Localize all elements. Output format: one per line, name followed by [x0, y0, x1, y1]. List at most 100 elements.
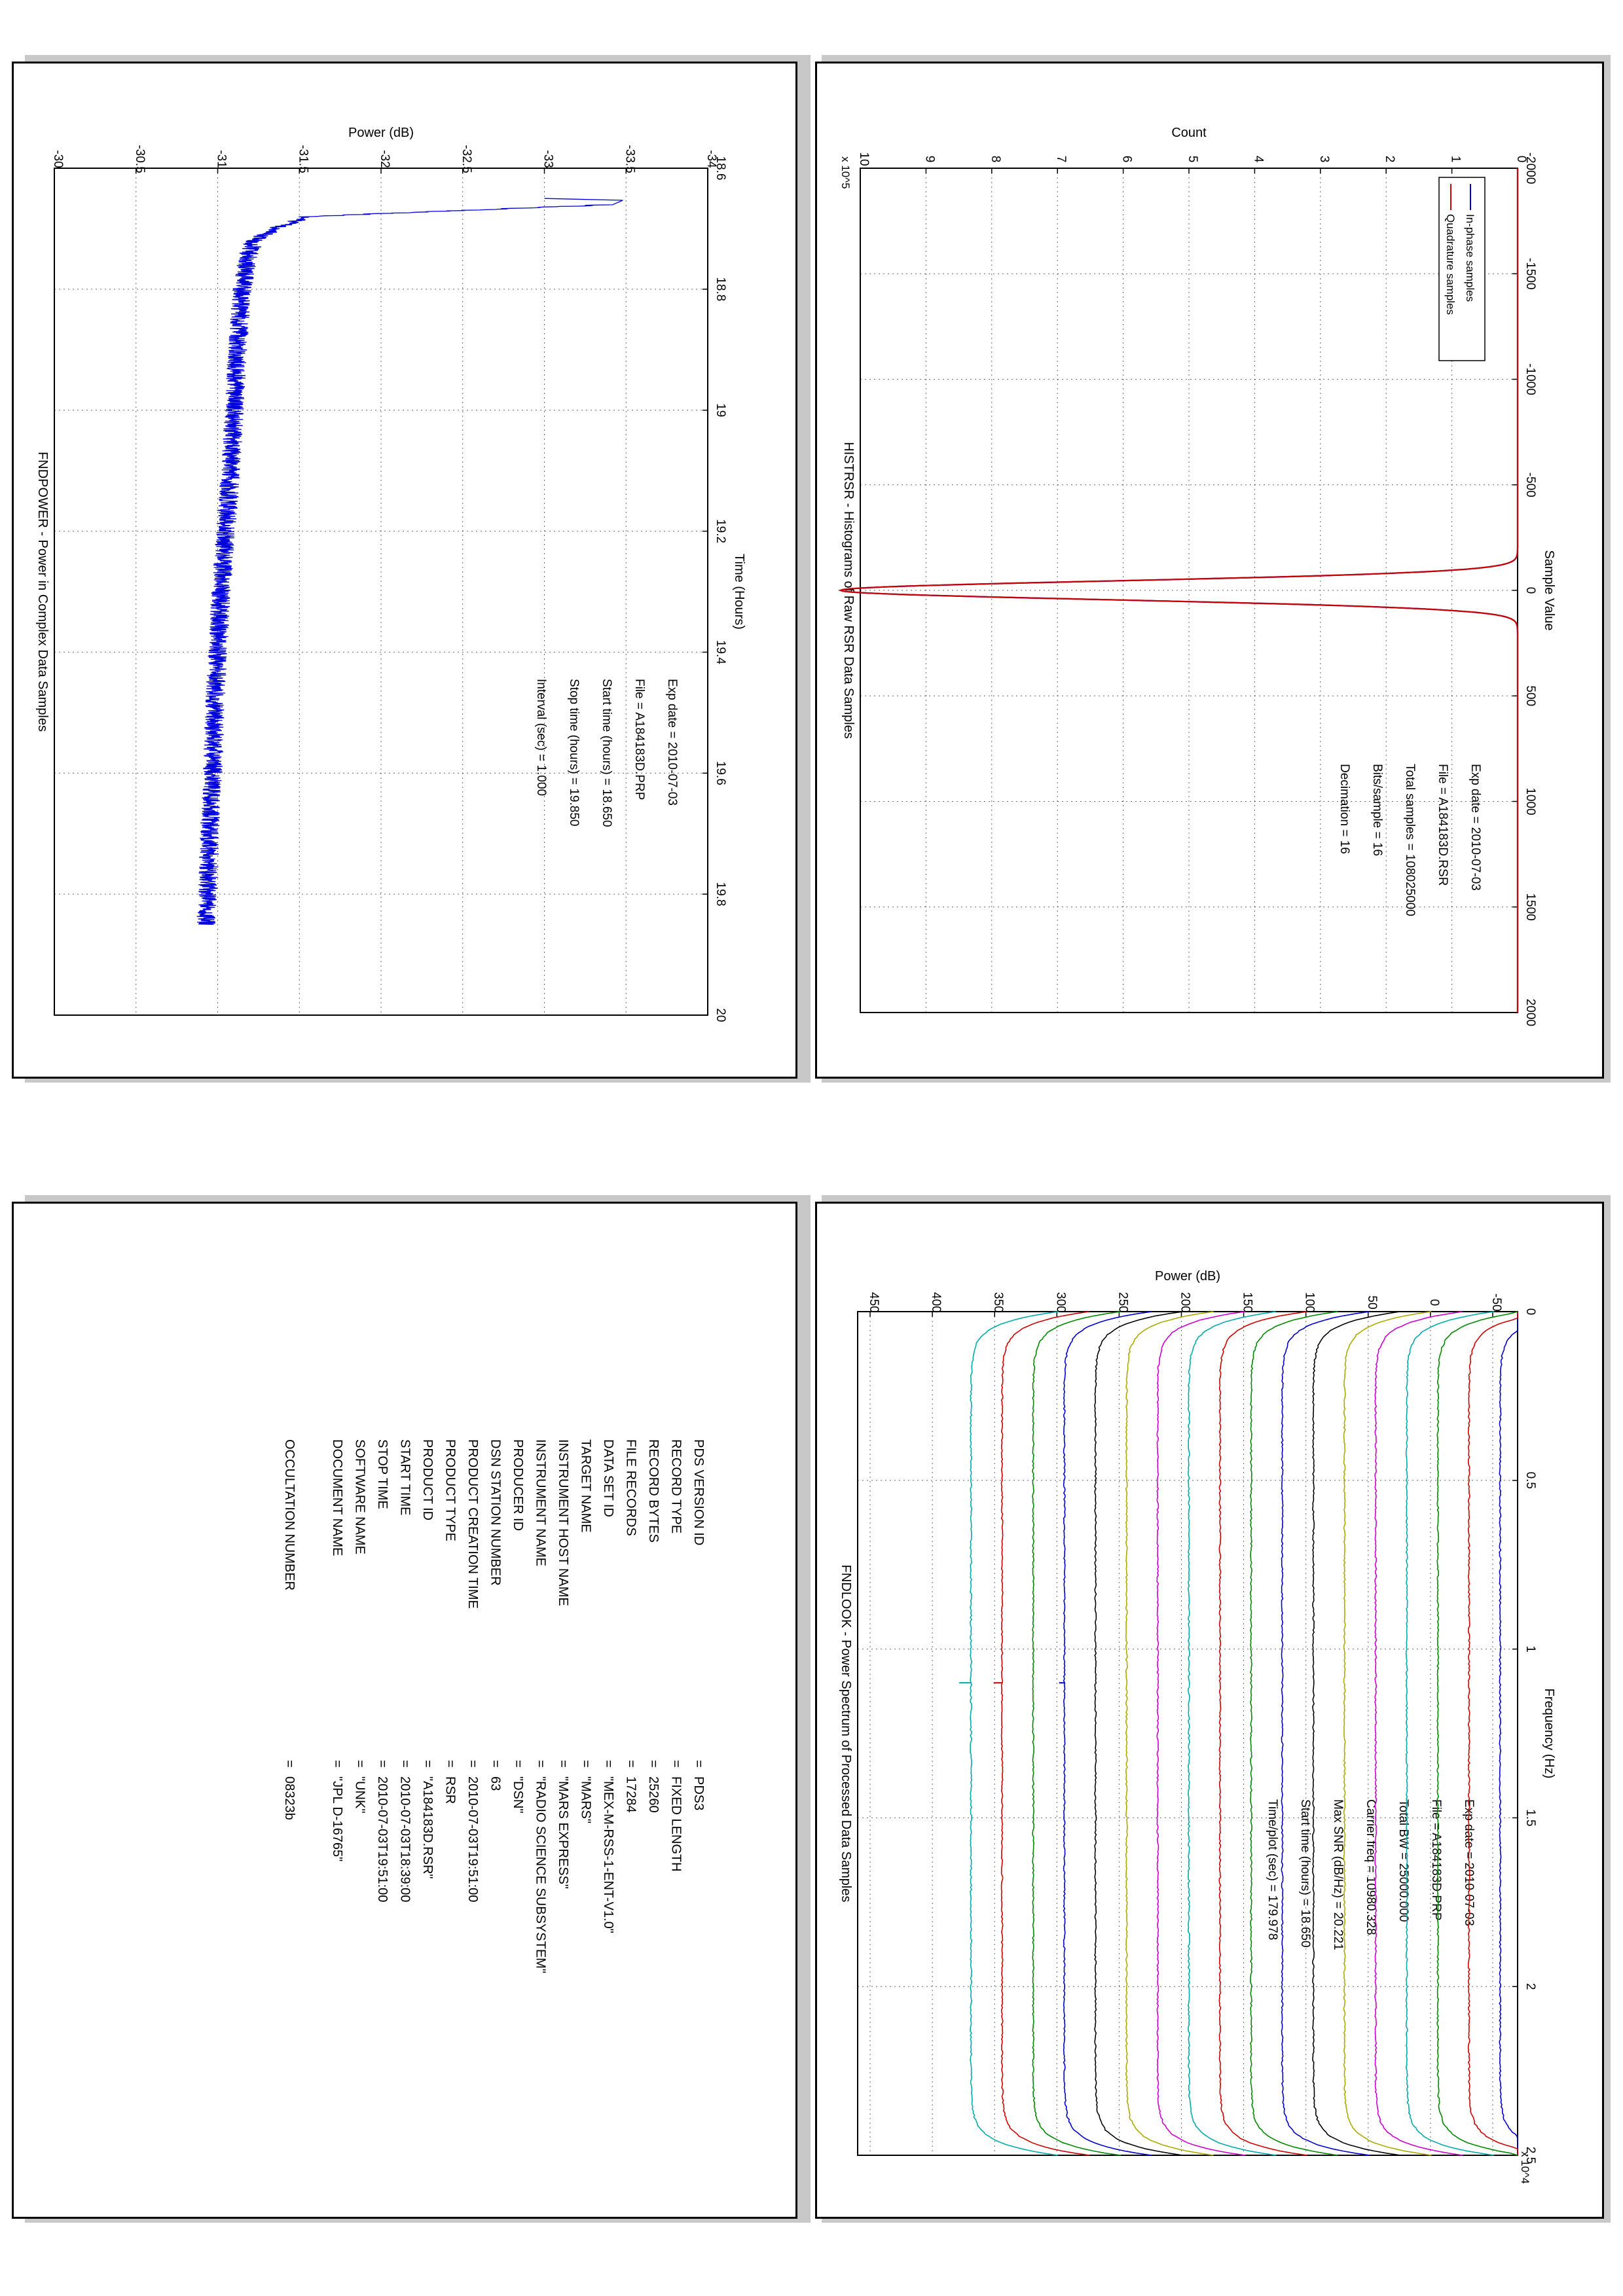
- y-tick-label: -30.5: [133, 145, 147, 173]
- label-key: TARGET NAME: [579, 1439, 593, 1533]
- y-tick-label: 300: [1053, 1292, 1067, 1313]
- label-value: 2010-07-03T19:51:00: [375, 1776, 390, 1902]
- spectrum-trace: [1374, 1311, 1463, 2156]
- x-tick-label: 0: [1523, 1308, 1537, 1316]
- legend-label: Quadrature samples: [1444, 214, 1457, 315]
- y-tick-label: 8: [989, 156, 1002, 163]
- x-tick-label: 2: [1523, 1983, 1537, 1990]
- y-tick-label: 450: [867, 1292, 881, 1313]
- x-axis-label: Time (Hours): [732, 554, 746, 630]
- panel-frame: PDS VERSION ID = PDS3 RECORD TYPE = FIXED LEN…: [12, 1202, 797, 2219]
- annotation-line: Decimation = 16: [1338, 764, 1351, 854]
- spectrum-trace: [1312, 1311, 1401, 2156]
- label-value: "MARS EXPRESS": [556, 1776, 570, 1889]
- annotation-line: Total BW = 25000.000: [1396, 1799, 1410, 1922]
- x-tick-label: 500: [1523, 685, 1537, 706]
- spectrum-trace: [1000, 1311, 1090, 2156]
- y-tick-label: -32.5: [460, 145, 473, 173]
- label-separator: =: [646, 1760, 661, 1768]
- spectrum-trace: [1156, 1311, 1246, 2156]
- label-separator: =: [534, 1760, 548, 1768]
- y-axis-label: Count: [1171, 126, 1207, 140]
- y-tick-label: -34: [704, 150, 718, 168]
- spectrum-trace: [1436, 1311, 1518, 2156]
- y-tick-label: 10: [857, 152, 871, 166]
- spectrum-trace: [1249, 1311, 1338, 2156]
- x-tick-label: 20: [714, 1008, 727, 1022]
- label-key: INSTRUMENT HOST NAME: [556, 1439, 570, 1606]
- y-tick-label: 50: [1365, 1295, 1379, 1309]
- x-tick-label: 0.5: [1523, 1472, 1537, 1489]
- label-key: INSTRUMENT NAME: [534, 1439, 548, 1566]
- x-tick-label: 0: [1523, 587, 1537, 594]
- label-value: RSR: [443, 1776, 458, 1804]
- annotation-line: Max SNR (dB/Hz) = 20.221: [1331, 1799, 1345, 1950]
- spectrum-trace: [970, 1311, 1059, 2156]
- label-key: RECORD TYPE: [669, 1439, 684, 1534]
- annotation-line: Stop time (hours) = 19.850: [567, 679, 581, 827]
- label-value: 08323b: [282, 1776, 297, 1820]
- y-tick-label: -31.5: [296, 145, 310, 173]
- y-tick-label: -31: [215, 150, 228, 168]
- x-tick-label: 1: [1523, 1645, 1537, 1653]
- power-chart: 18.6 18.8 19 19.2 19.4 19.6 19.8 20 -34 -33.5 -33 -…: [35, 126, 746, 1022]
- y-tick-label: -33: [541, 150, 555, 168]
- chart-title: HISTRSR - Histograms of Raw RSR Data Sam…: [841, 442, 856, 738]
- x-tick-label: 18.8: [714, 277, 727, 301]
- label-value: 17284: [624, 1776, 638, 1813]
- x-tick-label: 19.8: [714, 882, 727, 906]
- y-tick-label: 6: [1120, 156, 1134, 163]
- label-separator: =: [420, 1760, 435, 1768]
- spectrum-trace: [1032, 1311, 1122, 2156]
- x-exponent-label: x 10^4: [1519, 2151, 1531, 2184]
- spectrum-trace: [1218, 1311, 1307, 2156]
- label-value: FIXED LENGTH: [669, 1776, 684, 1872]
- y-tick-label: 9: [922, 156, 936, 163]
- y-tick-label: 1: [1449, 156, 1463, 163]
- annotation-line: Start time (hours) = 18.650: [600, 679, 613, 827]
- label-value: "MEX-M-RSS-1-ENT-V1.0": [601, 1776, 615, 1933]
- label-separator: =: [579, 1760, 593, 1768]
- x-tick-label: -1000: [1523, 363, 1537, 395]
- x-tick-label: 19.4: [714, 640, 727, 664]
- panel-frame: -2000 -1500 -1000 -500 0 500 1000 1500 2000 0 1 2 3 4…: [815, 62, 1604, 1079]
- x-tick-label: -500: [1523, 473, 1537, 497]
- label-separator: =: [601, 1760, 615, 1768]
- label-separator: =: [669, 1760, 684, 1768]
- x-tick-label: -2000: [1523, 152, 1537, 185]
- label-key: PRODUCT ID: [420, 1439, 435, 1520]
- y-axis-label: Power (dB): [1155, 1269, 1220, 1283]
- label-key: PRODUCT TYPE: [443, 1439, 458, 1541]
- y-tick-label: 400: [929, 1292, 943, 1313]
- y-tick-label: 200: [1178, 1292, 1192, 1313]
- label-key: STOP TIME: [375, 1439, 390, 1509]
- y-tick-label: 100: [1303, 1292, 1317, 1313]
- label-separator: =: [691, 1760, 706, 1768]
- y-tick-label: -50: [1489, 1293, 1503, 1311]
- annotation-line: Start time (hours) = 18.650: [1298, 1799, 1312, 1948]
- power-series-line: [196, 198, 623, 925]
- label-key: START TIME: [398, 1439, 412, 1515]
- legend-label: In-phase samples: [1464, 214, 1476, 302]
- x-tick-label: -1500: [1523, 258, 1537, 290]
- y-tick-label: 4: [1251, 156, 1265, 163]
- spectrum-trace: [1094, 1311, 1183, 2156]
- spectrum-trace: [1405, 1311, 1495, 2156]
- label-separator: =: [330, 1760, 344, 1768]
- label-value: PDS3: [691, 1776, 706, 1810]
- annotation-line: Carrier freq = 10980.328: [1364, 1799, 1377, 1935]
- y-tick-label: 0: [1427, 1299, 1441, 1306]
- label-value: 2010-07-03T19:51:00: [465, 1776, 480, 1902]
- spectrum-trace: [1187, 1311, 1277, 2156]
- label-separator: =: [465, 1760, 480, 1768]
- label-key: SOFTWARE NAME: [353, 1439, 367, 1554]
- histogram-chart: -2000 -1500 -1000 -500 0 500 1000 1500 2000 0 1 2 3 4…: [838, 126, 1556, 1026]
- label-separator: =: [375, 1760, 390, 1768]
- x-tick-label: 19: [714, 403, 727, 417]
- y-tick-label: -32: [378, 150, 392, 168]
- y-tick-label: 250: [1116, 1292, 1129, 1313]
- label-key: DATA SET ID: [601, 1439, 615, 1517]
- y-tick-label: 5: [1186, 156, 1199, 163]
- label-value: 2010-07-03T18:39:00: [398, 1776, 412, 1902]
- x-tick-label: 1500: [1523, 893, 1537, 921]
